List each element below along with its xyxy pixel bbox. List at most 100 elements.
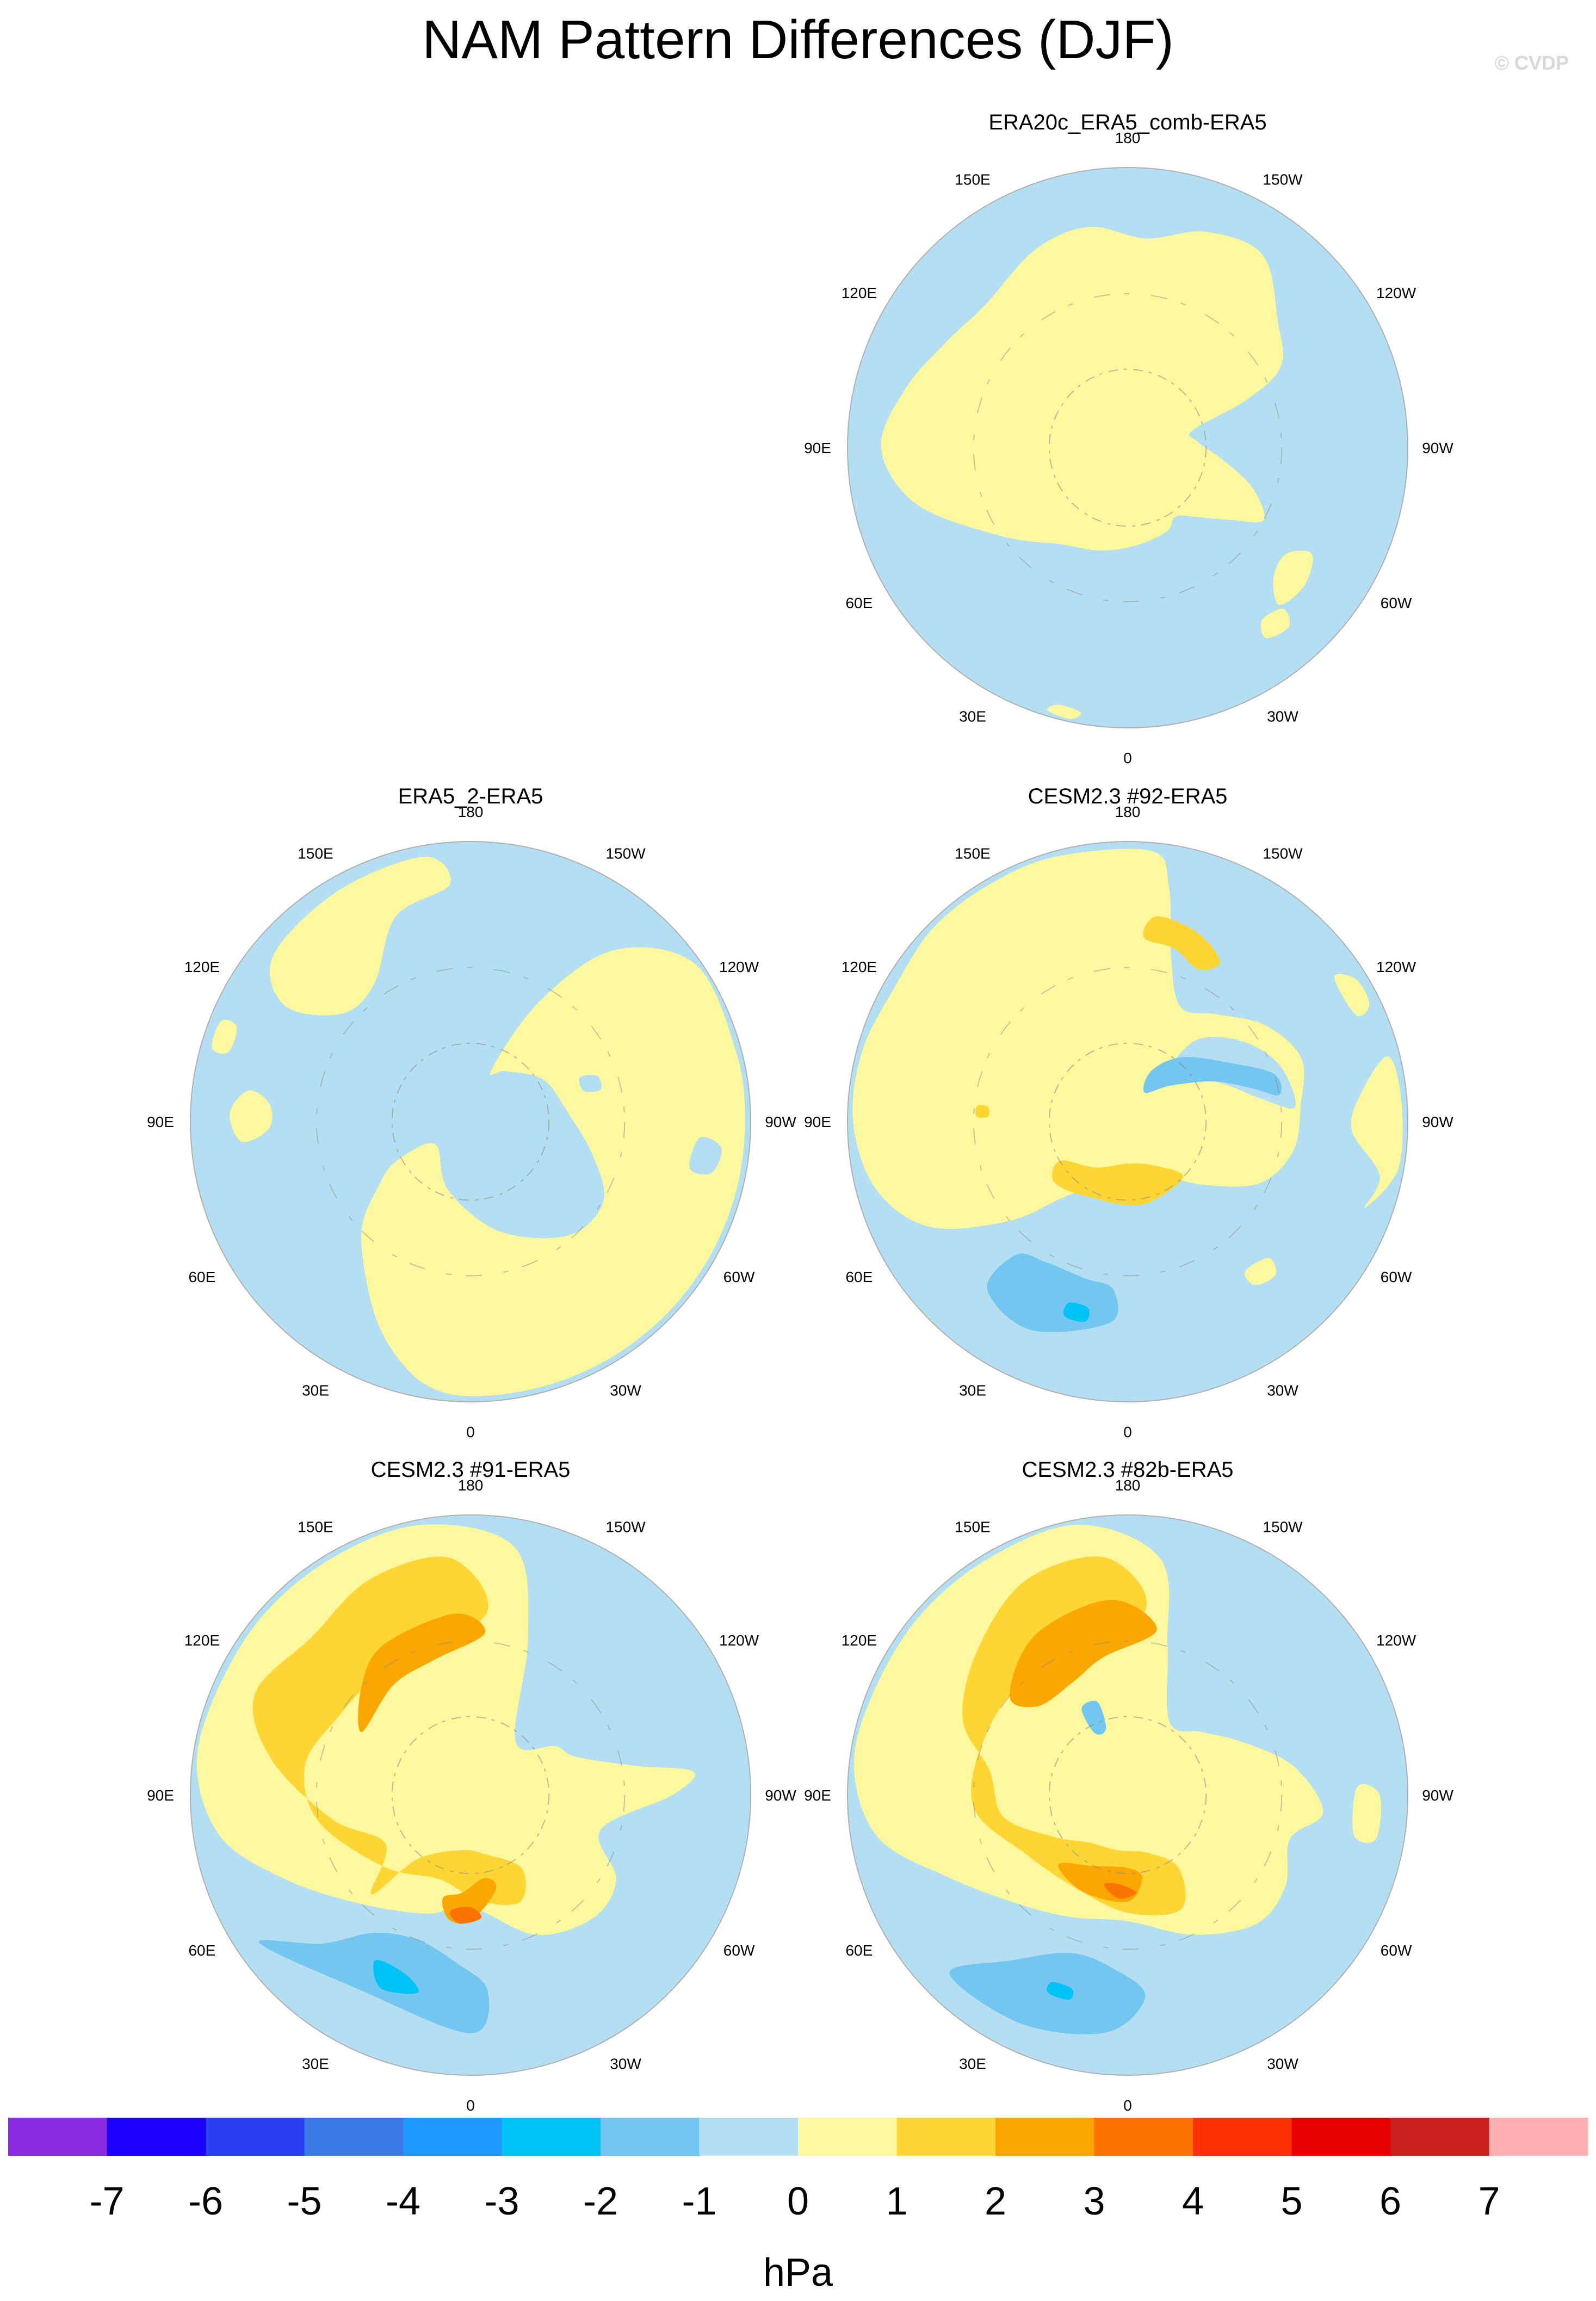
anomaly-contour	[1063, 1302, 1090, 1322]
longitude-label: 120W	[1376, 1632, 1416, 1649]
longitude-label: 90E	[147, 1787, 174, 1804]
map-outline	[847, 841, 1408, 1402]
anomaly-contour	[881, 226, 1283, 551]
anomaly-contour	[1103, 1883, 1136, 1899]
longitude-label: 30W	[610, 2056, 641, 2073]
colorbar-swatch	[206, 2118, 305, 2156]
panel-title: ERA20c_ERA5_comb-ERA5	[988, 110, 1266, 134]
longitude-label: 60E	[188, 1942, 215, 1959]
panel-title: CESM2.3 #91-ERA5	[371, 1458, 571, 1482]
colorbar-tick-label: 5	[1280, 2180, 1302, 2223]
map-outline	[847, 1514, 1408, 2076]
colorbar-tick-label: 4	[1182, 2180, 1204, 2223]
longitude-label: 90W	[1422, 440, 1453, 456]
colorbar-swatch	[1489, 2118, 1588, 2156]
longitude-label: 120E	[842, 284, 877, 301]
longitude-label: 60E	[845, 1942, 873, 1959]
longitude-label: 150E	[298, 845, 333, 862]
longitude-label: 150W	[1263, 1518, 1303, 1535]
colorbar-swatch	[699, 2118, 799, 2156]
anomaly-contour	[230, 1090, 273, 1142]
colorbar-swatch	[304, 2118, 404, 2156]
anomaly-contour	[1260, 609, 1290, 639]
colorbar-swatch	[896, 2118, 996, 2156]
anomaly-contour	[1009, 1599, 1157, 1708]
colorbar-swatch	[1291, 2118, 1391, 2156]
longitude-label: 30W	[1267, 708, 1298, 725]
anomaly-contour	[1273, 550, 1313, 605]
longitude-label: 120W	[1376, 958, 1416, 975]
midlatitude-coastline	[316, 1640, 626, 1950]
longitude-label: 150W	[1263, 171, 1303, 188]
longitude-label: 0	[466, 1424, 475, 1440]
colorbar-tick-label: 1	[886, 2180, 907, 2223]
longitude-label: 60E	[845, 595, 873, 611]
map-outline	[190, 841, 751, 1402]
anomaly-contour	[1081, 1700, 1106, 1735]
colorbar-tick-label: -7	[89, 2180, 124, 2223]
anomaly-contour	[1334, 974, 1370, 1017]
anomaly-contour	[449, 1907, 482, 1924]
longitude-label: 30E	[959, 1382, 986, 1399]
arctic-coastline	[1048, 368, 1207, 527]
longitude-label: 180	[1115, 1477, 1141, 1494]
colorbar-tick-label: 2	[985, 2180, 1006, 2223]
arctic-coastline	[1048, 1716, 1207, 1875]
arctic-coastline	[391, 1716, 550, 1875]
colorbar-unit: hPa	[763, 2251, 833, 2294]
colorbar-tick-label: 7	[1478, 2180, 1500, 2223]
anomaly-contour	[962, 1556, 1186, 1915]
longitude-label: 60W	[723, 1942, 755, 1959]
longitude-label: 0	[1123, 2097, 1132, 2114]
anomaly-contour	[358, 1613, 485, 1733]
longitude-label: 30W	[1267, 2056, 1298, 2073]
colorbar-swatch	[8, 2118, 107, 2156]
longitude-label: 150E	[955, 171, 990, 188]
longitude-label: 90E	[804, 1114, 831, 1130]
longitude-label: 120E	[842, 958, 877, 975]
longitude-label: 60W	[1381, 595, 1412, 611]
longitude-label: 0	[466, 2097, 475, 2114]
longitude-label: 90W	[765, 1114, 796, 1130]
colorbar-swatch	[1094, 2118, 1193, 2156]
map-outline	[190, 1514, 751, 2076]
panel-title: ERA5_2-ERA5	[398, 784, 543, 808]
colorbar-swatch	[798, 2118, 897, 2156]
midlatitude-coastline	[316, 967, 626, 1277]
colorbar-tick-label: 0	[787, 2180, 809, 2223]
longitude-label: 60E	[188, 1269, 215, 1285]
colorbar-tick-label: 6	[1380, 2180, 1401, 2223]
colorbar-tick-label: -3	[484, 2180, 519, 2223]
anomaly-contour	[1047, 704, 1081, 719]
anomaly-contour	[252, 1556, 526, 1905]
colorbar: -7 -6 -5 -4 -3 -2 -1 0 1 2 3 4 5 6 7 hPa	[8, 2118, 1588, 2294]
anomaly-contour	[975, 1105, 989, 1118]
colorbar-tick-label: -5	[287, 2180, 321, 2223]
longitude-label: 180	[1115, 129, 1141, 146]
anomaly-contour	[852, 849, 1304, 1229]
longitude-label: 60W	[1381, 1269, 1412, 1285]
longitude-label: 0	[1123, 1424, 1132, 1440]
anomaly-contour	[853, 1524, 1323, 1935]
longitude-label: 60W	[1381, 1942, 1412, 1959]
longitude-label: 90E	[804, 1787, 831, 1804]
longitude-label: 150E	[298, 1518, 333, 1535]
longitude-label: 30E	[302, 2056, 329, 2073]
longitude-label: 0	[1123, 750, 1132, 766]
anomaly-contour	[1352, 1784, 1381, 1843]
longitude-label: 30E	[302, 1382, 329, 1399]
longitude-label: 90E	[147, 1114, 174, 1130]
anomaly-contour	[212, 1019, 237, 1054]
colorbar-swatch	[601, 2118, 700, 2156]
longitude-label: 90W	[1422, 1114, 1453, 1130]
longitude-label: 120W	[719, 1632, 759, 1649]
figure-title: NAM Pattern Differences (DJF)	[422, 9, 1174, 70]
longitude-label: 30E	[959, 708, 986, 725]
longitude-label: 180	[1115, 803, 1141, 820]
longitude-label: 30W	[1267, 1382, 1298, 1399]
anomaly-contour	[1143, 1057, 1282, 1096]
panel-title: CESM2.3 #82b-ERA5	[1022, 1458, 1233, 1482]
arctic-coastline	[391, 1042, 550, 1201]
